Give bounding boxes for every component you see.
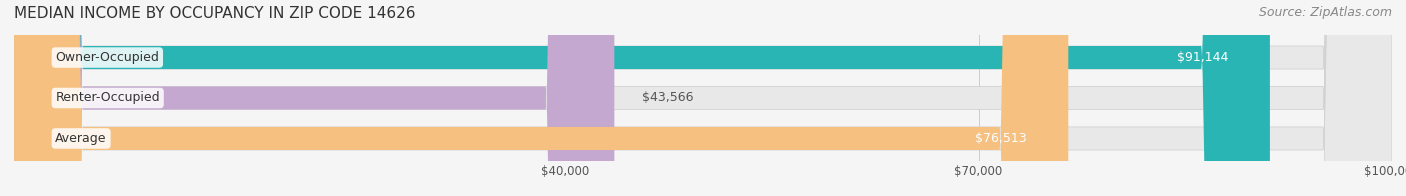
FancyBboxPatch shape <box>14 0 1392 196</box>
Text: Renter-Occupied: Renter-Occupied <box>55 92 160 104</box>
Text: Source: ZipAtlas.com: Source: ZipAtlas.com <box>1258 6 1392 19</box>
Text: Owner-Occupied: Owner-Occupied <box>55 51 159 64</box>
FancyBboxPatch shape <box>14 0 614 196</box>
Text: $91,144: $91,144 <box>1177 51 1229 64</box>
FancyBboxPatch shape <box>14 0 1069 196</box>
Text: $43,566: $43,566 <box>643 92 693 104</box>
Text: $76,513: $76,513 <box>976 132 1026 145</box>
Text: Average: Average <box>55 132 107 145</box>
FancyBboxPatch shape <box>14 0 1392 196</box>
Text: MEDIAN INCOME BY OCCUPANCY IN ZIP CODE 14626: MEDIAN INCOME BY OCCUPANCY IN ZIP CODE 1… <box>14 6 416 21</box>
FancyBboxPatch shape <box>14 0 1392 196</box>
FancyBboxPatch shape <box>14 0 1270 196</box>
